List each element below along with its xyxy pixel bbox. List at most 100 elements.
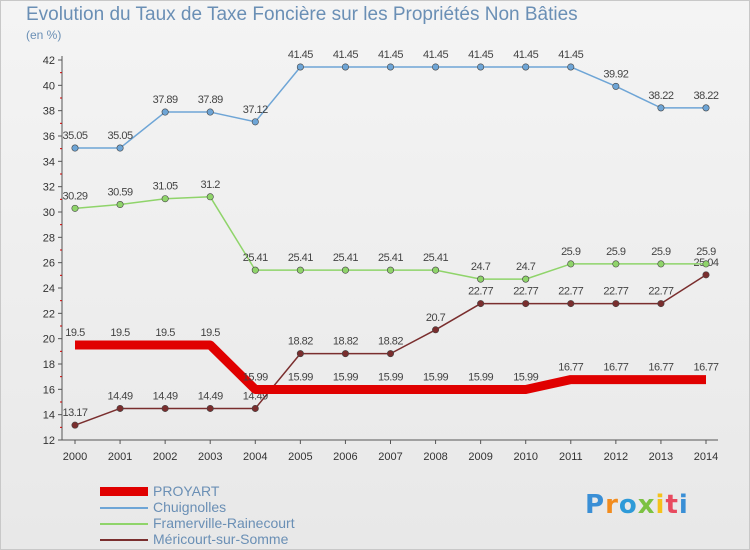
data-label: 25.9 [606, 246, 626, 258]
logo-letter: r [605, 490, 619, 520]
data-point [657, 104, 665, 112]
data-point [116, 201, 124, 209]
data-label: 25.9 [651, 246, 671, 258]
data-label: 38.22 [648, 90, 673, 102]
data-label: 15.99 [288, 371, 313, 383]
data-point [702, 104, 710, 112]
y-tick-label: 34 [43, 156, 55, 168]
legend-item: Chuignolles [100, 499, 400, 515]
data-label: 15.99 [468, 371, 493, 383]
data-label: 25.9 [561, 246, 581, 258]
legend: PROYART Chuignolles Framerville-Rainecou… [100, 483, 400, 547]
y-tick-label: 40 [43, 80, 55, 92]
legend-swatch-chuignolles [100, 507, 148, 509]
data-label: 15.99 [243, 371, 268, 383]
data-label: 14.49 [153, 390, 178, 402]
y-tick-label: 32 [43, 182, 55, 194]
x-tick-label: 2004 [243, 451, 267, 463]
data-label: 15.99 [423, 371, 448, 383]
data-label: 22.77 [513, 286, 538, 298]
logo-letter: P [585, 490, 606, 520]
data-label: 20.7 [426, 312, 446, 324]
data-label: 41.45 [513, 49, 538, 61]
proxiti-logo: Proxiti [585, 490, 689, 520]
legend-label-proyart: PROYART [153, 483, 220, 499]
data-point [161, 195, 169, 203]
data-label: 19.5 [65, 327, 85, 339]
y-tick-label: 22 [43, 308, 55, 320]
x-tick-label: 2006 [333, 451, 357, 463]
data-point [612, 260, 620, 268]
data-point [341, 63, 349, 71]
data-point [477, 275, 485, 283]
y-tick-label: 18 [43, 359, 55, 371]
data-label: 22.77 [648, 286, 673, 298]
data-label: 25.41 [378, 252, 403, 264]
data-label: 37.12 [243, 104, 268, 116]
legend-swatch-proyart [100, 487, 148, 496]
data-point [477, 300, 485, 308]
data-label: 31.2 [201, 179, 221, 191]
data-point [296, 266, 304, 274]
data-label: 19.5 [155, 327, 175, 339]
data-label: 24.7 [471, 261, 491, 273]
x-tick-label: 2013 [649, 451, 673, 463]
y-tick-label: 28 [43, 232, 55, 244]
data-point [567, 260, 575, 268]
data-label: 41.45 [378, 49, 403, 61]
data-point [702, 260, 710, 268]
data-label: 15.99 [513, 371, 538, 383]
data-point [161, 108, 169, 116]
data-label: 16.77 [603, 362, 628, 374]
x-tick-label: 2002 [153, 451, 177, 463]
data-label: 15.99 [333, 371, 358, 383]
data-point [612, 300, 620, 308]
data-point [71, 204, 79, 212]
y-tick-label: 12 [43, 435, 55, 447]
data-point [522, 275, 530, 283]
data-label: 30.29 [62, 190, 87, 202]
data-point [522, 63, 530, 71]
data-point [71, 421, 79, 429]
data-label: 25.41 [288, 252, 313, 264]
data-point [206, 193, 214, 201]
y-tick-label: 30 [43, 207, 55, 219]
chart-title: Evolution du Taux de Taxe Foncière sur l… [26, 4, 578, 25]
data-label: 30.59 [108, 187, 133, 199]
series-line [75, 340, 706, 394]
data-label: 25.41 [423, 252, 448, 264]
x-tick-label: 2012 [604, 451, 628, 463]
chart-unit: (en %) [26, 28, 62, 42]
data-label: 13.17 [62, 407, 87, 419]
data-point [251, 266, 259, 274]
data-point [116, 144, 124, 152]
data-label: 35.05 [62, 130, 87, 142]
data-label: 15.99 [378, 371, 403, 383]
data-point [296, 63, 304, 71]
data-point [432, 266, 440, 274]
data-label: 41.45 [333, 49, 358, 61]
data-label: 16.77 [693, 362, 718, 374]
legend-item: Méricourt-sur-Somme [100, 531, 400, 547]
legend-item: PROYART [100, 483, 400, 499]
x-tick-label: 2007 [378, 451, 402, 463]
y-tick-label: 36 [43, 131, 55, 143]
data-label: 18.82 [378, 336, 403, 348]
data-point [341, 266, 349, 274]
x-tick-label: 2009 [468, 451, 492, 463]
data-point [522, 300, 530, 308]
data-point [296, 350, 304, 358]
data-label: 41.45 [423, 49, 448, 61]
legend-swatch-framerville [100, 523, 148, 525]
data-point [206, 404, 214, 412]
logo-letter: x [637, 490, 656, 520]
data-point [116, 404, 124, 412]
data-point [657, 300, 665, 308]
logo-letter: o [618, 490, 638, 520]
data-label: 25.41 [243, 252, 268, 264]
data-label: 25.9 [696, 246, 716, 258]
x-tick-label: 2011 [559, 451, 583, 463]
data-point [341, 350, 349, 358]
